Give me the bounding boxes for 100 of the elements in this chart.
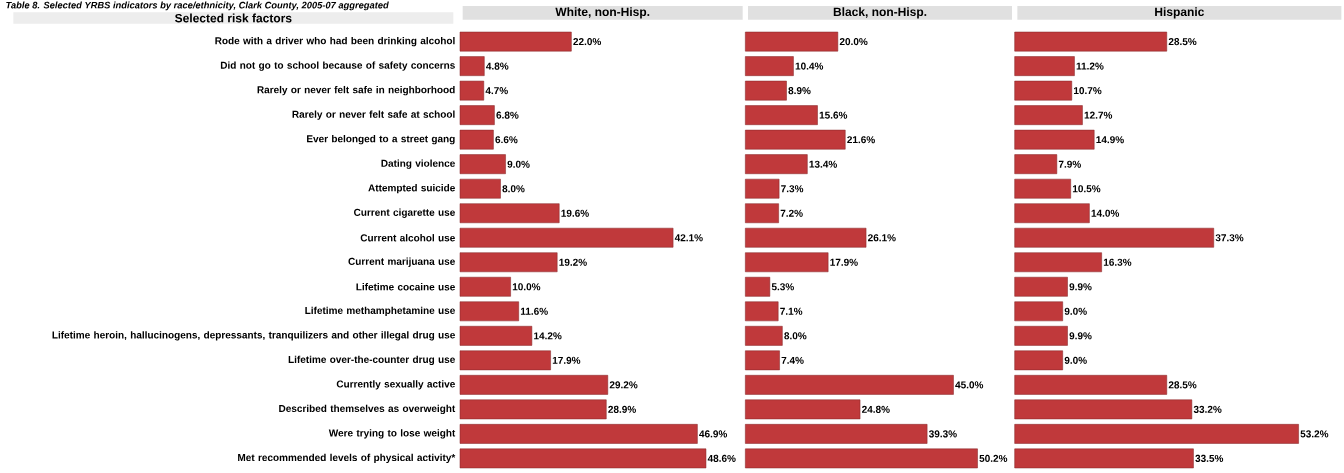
bar — [1014, 80, 1073, 101]
bar — [459, 203, 560, 223]
bar — [745, 423, 928, 444]
data-label: 13.4% — [809, 160, 837, 168]
data-label: 6.6% — [495, 135, 518, 144]
data-label: 4.7% — [485, 86, 508, 94]
y-tick-label: Current marijuana use — [348, 257, 455, 267]
bar — [1014, 105, 1083, 125]
data-label: 15.6% — [819, 111, 848, 119]
y-tick-label: Rode with a driver who had been drinking alcohol — [215, 36, 455, 47]
chart-title: Hispanic — [1155, 7, 1204, 19]
data-label: 45.0% — [955, 381, 984, 389]
data-label: 10.5% — [1072, 185, 1101, 193]
bar — [745, 105, 818, 125]
bar — [1014, 399, 1193, 420]
y-tick-label: Lifetime over-the-counter drug use — [288, 355, 455, 365]
data-label: 9.9% — [1069, 283, 1092, 291]
bar — [459, 31, 572, 52]
data-label: 46.9% — [699, 430, 728, 438]
data-label: 17.9% — [552, 356, 581, 364]
bar — [745, 276, 771, 297]
bar — [745, 325, 783, 346]
y-tick-label: Currently sexually active — [336, 380, 455, 390]
bar — [745, 31, 839, 52]
data-label: 29.2% — [609, 381, 638, 389]
bar — [1014, 31, 1168, 52]
data-label: 24.8% — [862, 405, 890, 413]
y-tick-label: Lifetime cocaine use — [356, 282, 455, 291]
data-label: 7.1% — [780, 307, 803, 315]
bar — [745, 80, 787, 101]
bar — [1014, 448, 1194, 469]
data-label: 6.8% — [496, 111, 519, 119]
bar — [459, 129, 494, 150]
y-tick-label: Lifetime heroin, hallucinogens, depressants, tranquilizers and other illegal drug use — [52, 330, 455, 341]
bar — [459, 301, 519, 321]
y-tick-label: Lifetime methamphetamine use — [305, 306, 455, 316]
chart-title: White, non-Hisp. — [555, 7, 650, 19]
data-label: 28.9% — [608, 405, 636, 413]
data-label: 9.0% — [507, 160, 530, 168]
data-label: 7.3% — [781, 185, 804, 193]
data-label: 7.4% — [781, 356, 804, 364]
data-label: 26.1% — [868, 234, 896, 242]
chart-title: Black, non-Hisp. — [833, 7, 927, 19]
data-label: 9.0% — [1064, 356, 1087, 364]
data-label: 53.2% — [1300, 430, 1329, 438]
bar — [745, 252, 829, 272]
bar — [459, 374, 609, 395]
data-label: 9.0% — [1064, 307, 1087, 315]
bar — [745, 374, 954, 395]
data-label: 12.7% — [1084, 111, 1113, 119]
data-label: 21.6% — [847, 135, 875, 144]
bar — [745, 399, 861, 420]
bar — [459, 227, 674, 248]
bar — [459, 178, 501, 199]
data-label: 11.2% — [1076, 62, 1104, 70]
bar — [1014, 154, 1058, 174]
bar — [459, 448, 707, 469]
bar — [1014, 276, 1068, 297]
bar — [459, 325, 533, 346]
bar — [1014, 227, 1215, 248]
bar — [1014, 56, 1075, 76]
bar — [1014, 374, 1168, 395]
data-label: 42.1% — [674, 234, 703, 242]
bar — [745, 203, 779, 223]
data-label: 14.2% — [534, 332, 562, 340]
data-label: 8.9% — [788, 86, 811, 95]
y-axis-title: Selected risk factors — [174, 13, 292, 23]
bar — [1014, 252, 1102, 272]
data-label: 33.5% — [1195, 454, 1224, 462]
bar — [745, 301, 779, 321]
bar — [745, 227, 867, 248]
bar — [459, 276, 511, 297]
data-label: 20.0% — [839, 37, 868, 45]
data-label: 14.0% — [1091, 209, 1120, 217]
data-label: 17.9% — [830, 258, 858, 266]
bar — [1014, 325, 1068, 346]
data-label: 9.9% — [1069, 332, 1092, 340]
y-tick-label: Attempted suicide — [368, 183, 455, 194]
bar — [745, 178, 780, 199]
bar — [459, 252, 558, 272]
bar — [459, 105, 495, 125]
bar — [745, 350, 780, 371]
data-label: 10.0% — [512, 283, 541, 291]
data-label: 19.2% — [559, 258, 587, 266]
bar — [459, 423, 698, 444]
data-label: 7.2% — [780, 209, 803, 217]
bar — [1014, 301, 1063, 321]
data-label: 11.6% — [520, 307, 548, 315]
bar — [1014, 129, 1095, 150]
data-label: 10.4% — [795, 62, 824, 70]
data-label: 16.3% — [1103, 258, 1132, 266]
data-label: 5.3% — [771, 283, 794, 291]
y-tick-label: Dating violence — [381, 159, 455, 169]
bar — [745, 154, 808, 174]
data-label: 19.6% — [561, 209, 589, 217]
data-label: 8.0% — [502, 185, 525, 193]
data-label: 48.6% — [707, 454, 736, 462]
bar — [745, 448, 978, 469]
data-label: 10.7% — [1074, 86, 1102, 95]
y-tick-label: Ever belonged to a street gang — [307, 134, 455, 145]
